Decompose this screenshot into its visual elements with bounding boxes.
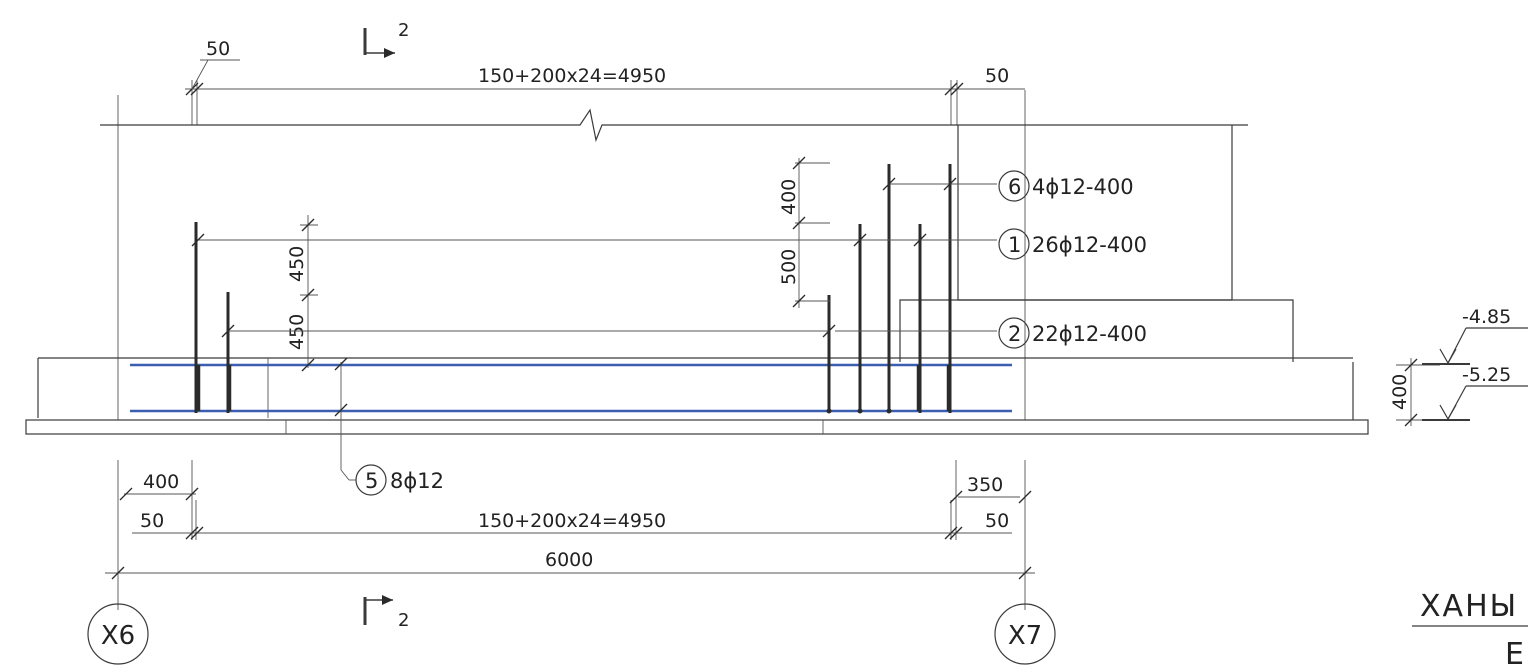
concrete-outline	[25, 90, 1369, 435]
left-dim-upper: 450	[286, 246, 308, 282]
vertical-bars	[194, 164, 952, 414]
right-vertical-dimensions: 400 500	[778, 156, 997, 308]
axis-bubble-left: X6	[87, 580, 149, 665]
left-dim-lower: 450	[286, 314, 308, 350]
bottom-dim-left-50: 50	[140, 510, 164, 532]
elevation-marks: 400 -4.85 -5.25	[1389, 306, 1528, 427]
bottom-dim-total: 6000	[545, 549, 593, 571]
top-dim-span: 150+200x24=4950	[478, 65, 666, 87]
elevation-bottom: -5.25	[1462, 364, 1511, 386]
bottom-dim-right-350: 350	[967, 474, 1003, 496]
bar-mark-6-spec: 4ϕ12-400	[1032, 175, 1134, 199]
axis-bubble-right: X7	[994, 580, 1056, 665]
bar-mark-1-num: 1	[1008, 233, 1021, 257]
bar-mark-1: 1 26ϕ12-400	[998, 228, 1147, 260]
section-label-top: 2	[398, 20, 409, 41]
section-marker-bottom: 2	[363, 595, 409, 631]
section-label-bottom: 2	[398, 610, 409, 631]
bar-mark-5-num: 5	[365, 469, 378, 493]
axis-label-left: X6	[101, 621, 135, 651]
title-line-2: Е	[1505, 637, 1526, 670]
right-dim-lower: 500	[778, 249, 800, 285]
bottom-dim-right-50: 50	[985, 510, 1009, 532]
bar-mark-5: 5 8ϕ12	[340, 464, 444, 496]
top-dim-left-offset: 50	[206, 38, 230, 60]
drawing-title-fragment: ХАНЫ Е	[1412, 589, 1528, 670]
bar-mark-6-num: 6	[1008, 175, 1021, 199]
top-dimension-chain: 50 150+200x24=4950 50	[185, 38, 1025, 125]
bar-mark-1-spec: 26ϕ12-400	[1032, 233, 1147, 257]
bottom-dim-span: 150+200x24=4950	[478, 510, 666, 532]
left-vertical-dimensions: 450 450	[191, 215, 997, 470]
reinforcement-mesh	[130, 363, 1012, 413]
right-dim-upper: 400	[778, 179, 800, 215]
bar-mark-2-num: 2	[1008, 322, 1021, 346]
bottom-dimension-chain: 400 350 50 150+200x24=4950 50 6000	[105, 460, 1035, 580]
axis-label-right: X7	[1008, 621, 1042, 651]
bar-mark-6: 6 4ϕ12-400	[998, 170, 1134, 202]
title-line-1: ХАНЫ	[1420, 589, 1518, 624]
bottom-dim-left-400: 400	[143, 471, 179, 493]
slab-thickness: 400	[1389, 374, 1411, 410]
elevation-top: -4.85	[1462, 306, 1511, 328]
section-marker-top: 2	[363, 20, 409, 58]
bar-mark-5-spec: 8ϕ12	[390, 469, 444, 493]
bar-mark-2-spec: 22ϕ12-400	[1032, 322, 1147, 346]
top-dim-right-offset: 50	[985, 65, 1009, 87]
bar-mark-2: 2 22ϕ12-400	[998, 317, 1147, 349]
